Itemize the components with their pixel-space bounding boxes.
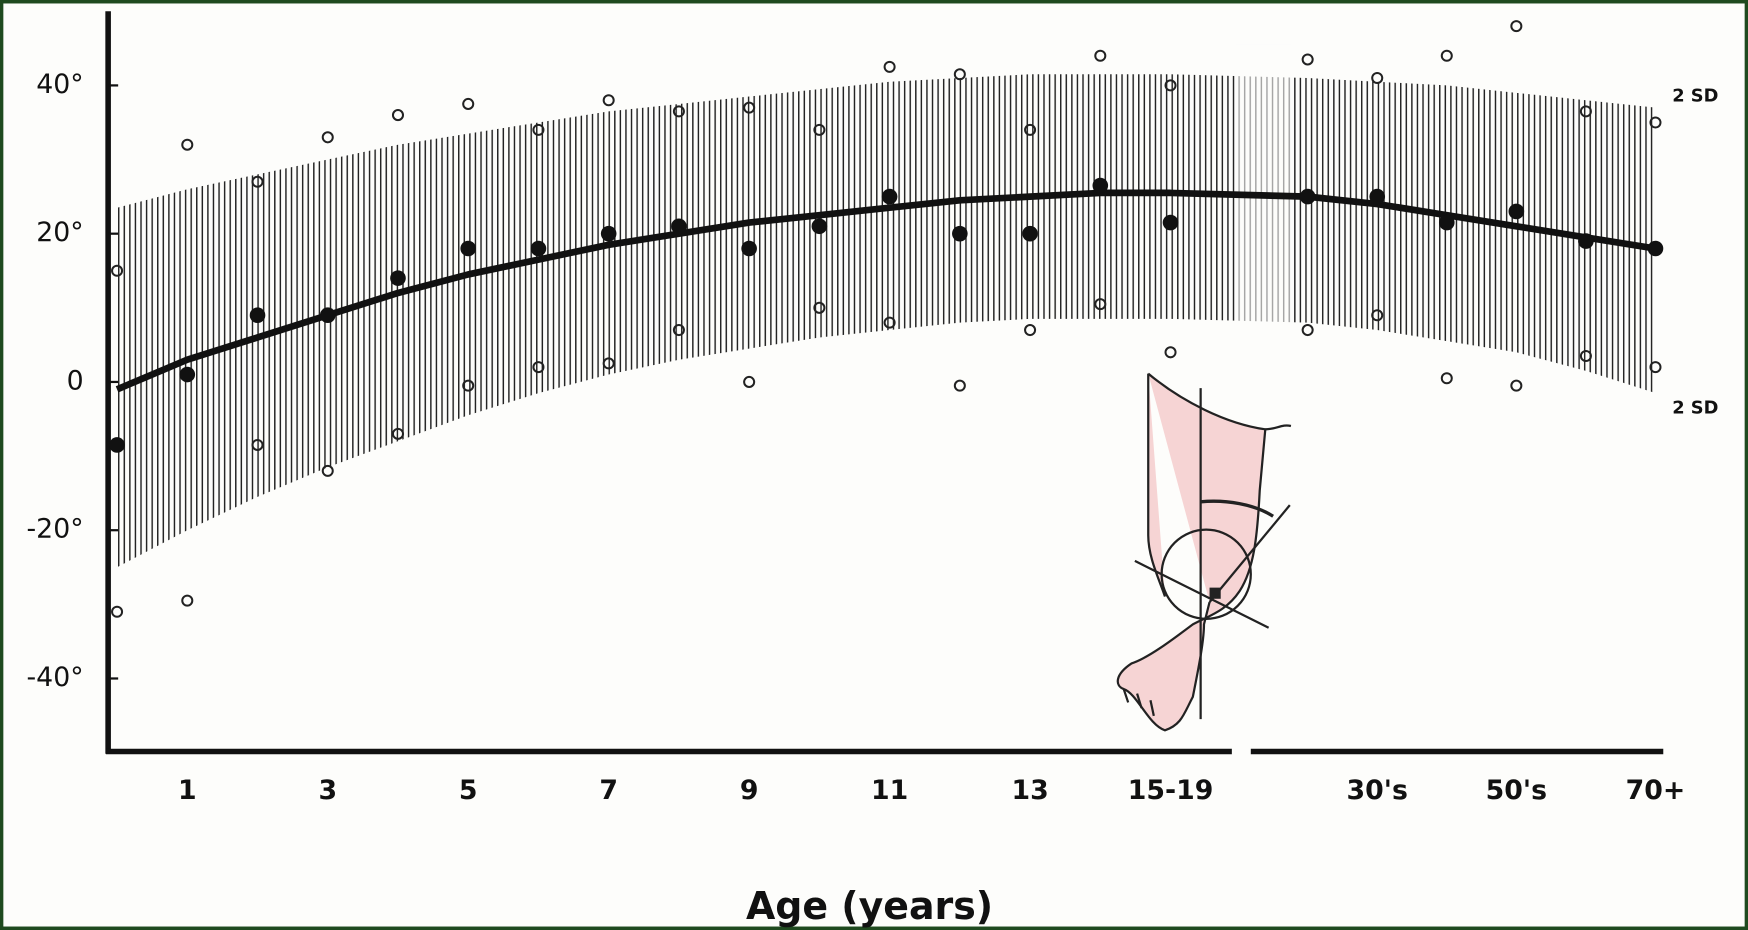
individual-point xyxy=(1649,361,1662,374)
individual-point xyxy=(1094,298,1107,311)
individual-point xyxy=(1164,346,1177,359)
mean-point xyxy=(811,218,828,235)
mean-point xyxy=(600,225,617,242)
individual-point xyxy=(1371,71,1384,85)
individual-point xyxy=(813,123,826,136)
individual-point xyxy=(1024,324,1037,337)
individual-point xyxy=(532,123,545,136)
individual-point xyxy=(1371,309,1384,322)
individual-point xyxy=(883,316,896,329)
individual-point xyxy=(251,438,264,451)
y-tick-label: 20° xyxy=(36,217,83,248)
individual-point xyxy=(1301,53,1314,66)
individual-point xyxy=(743,101,756,114)
individual-point xyxy=(391,109,405,122)
individual-point xyxy=(1164,79,1177,92)
individual-point xyxy=(953,68,966,81)
x-tick-label: 11 xyxy=(871,775,908,806)
individual-point xyxy=(883,60,896,73)
individual-point xyxy=(953,379,966,392)
individual-point xyxy=(251,175,264,188)
fit-line xyxy=(115,189,1656,393)
mean-point xyxy=(179,366,196,383)
individual-point xyxy=(1440,372,1453,385)
individual-point xyxy=(1510,20,1523,33)
mean-point xyxy=(1022,225,1038,242)
individual-point xyxy=(1440,49,1453,62)
individual-point xyxy=(602,357,615,370)
mean-point xyxy=(1162,214,1179,231)
x-tick-label: 3 xyxy=(318,775,337,806)
x-tick-label: 30's xyxy=(1347,775,1408,806)
mean-point xyxy=(952,225,968,242)
y-tick-label: 40° xyxy=(36,69,83,100)
individual-point xyxy=(672,324,685,337)
individual-point xyxy=(672,105,685,118)
mean-point xyxy=(1092,177,1109,194)
individual-point xyxy=(1579,349,1592,363)
mean-point xyxy=(1578,233,1594,249)
mean-point xyxy=(1647,240,1664,257)
sd-band xyxy=(117,74,1656,568)
individual-point xyxy=(1301,324,1314,337)
mean-point xyxy=(460,240,477,257)
x-tick-label: 9 xyxy=(740,775,759,806)
y-tick-label: -40° xyxy=(27,662,84,693)
individual-point xyxy=(111,605,124,618)
y-tick-label: -20° xyxy=(27,514,84,545)
individual-point xyxy=(602,94,615,107)
individual-point xyxy=(391,427,405,440)
x-tick-label: 15-19 xyxy=(1128,775,1214,806)
individual-point xyxy=(743,375,756,388)
mean-point xyxy=(741,240,757,257)
mean-point xyxy=(1299,188,1316,205)
mean-point xyxy=(319,307,336,324)
individual-point xyxy=(1649,116,1662,129)
mean-point xyxy=(530,240,547,257)
x-tick-label: 7 xyxy=(599,775,618,806)
y-tick-label: 0 xyxy=(67,365,84,396)
individual-point xyxy=(1510,379,1523,392)
individual-point xyxy=(813,301,826,314)
individual-point xyxy=(1579,105,1592,118)
x-tick-label: 50's xyxy=(1486,775,1547,806)
individual-point xyxy=(181,594,194,607)
mean-point xyxy=(881,188,898,205)
individual-point xyxy=(1094,49,1107,62)
mean-point xyxy=(1438,214,1455,231)
band-gap xyxy=(1235,44,1291,402)
individual-point xyxy=(181,138,194,151)
mean-point xyxy=(109,437,125,453)
x-tick-label: 70+ xyxy=(1626,775,1686,806)
mean-point xyxy=(1369,188,1386,205)
mean-point xyxy=(1508,203,1525,220)
band-label: 2 SD xyxy=(1672,86,1718,107)
x-tick-label: 5 xyxy=(459,775,478,806)
individual-point xyxy=(462,379,475,392)
individual-point xyxy=(532,361,545,374)
mean-point xyxy=(671,218,687,235)
band-label: 2 SD xyxy=(1672,398,1718,419)
individual-point xyxy=(1024,123,1037,136)
mean-point xyxy=(249,307,266,324)
foot-illustration xyxy=(1116,372,1292,732)
x-tick-label: 13 xyxy=(1011,775,1048,806)
individual-point xyxy=(321,464,334,477)
x-axis-title: Age (years) xyxy=(746,884,993,928)
individual-point xyxy=(111,264,124,277)
individual-point xyxy=(462,97,475,110)
x-tick-label: 1 xyxy=(178,775,197,806)
mean-point xyxy=(390,270,406,286)
individual-point xyxy=(321,131,334,144)
